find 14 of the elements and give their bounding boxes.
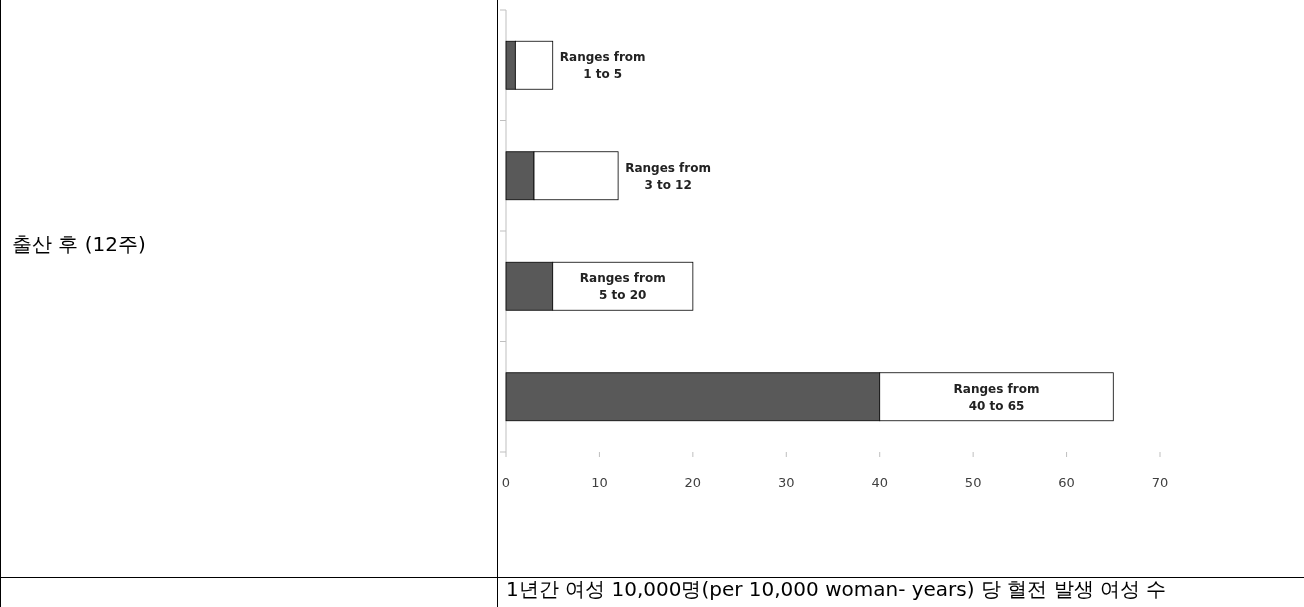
x-tick-label: 0 xyxy=(501,475,511,490)
data-label: Ranges from 40 to 65 xyxy=(953,381,1040,413)
x-tick-label: 20 xyxy=(684,475,702,490)
x-tick-label: 40 xyxy=(871,475,888,490)
data-label: Ranges from 1 to 5 xyxy=(559,50,646,82)
x-tick-label: 10 xyxy=(591,475,608,490)
x-tick-label: 50 xyxy=(964,475,982,490)
x-tick-label: 30 xyxy=(778,475,795,490)
x-tick-label: 70 xyxy=(1151,475,1169,490)
data-label: Ranges from 3 to 12 xyxy=(625,160,712,192)
data-label: Ranges from 5 to 20 xyxy=(579,271,666,303)
x-axis-title: 1년간 여성 10,000명(per 10,000 woman- years) 당 혈전 발생 여성 수 xyxy=(506,577,1168,601)
text: 출산 후 (12주) xyxy=(12,232,147,256)
x-tick-label: 60 xyxy=(1058,475,1075,490)
